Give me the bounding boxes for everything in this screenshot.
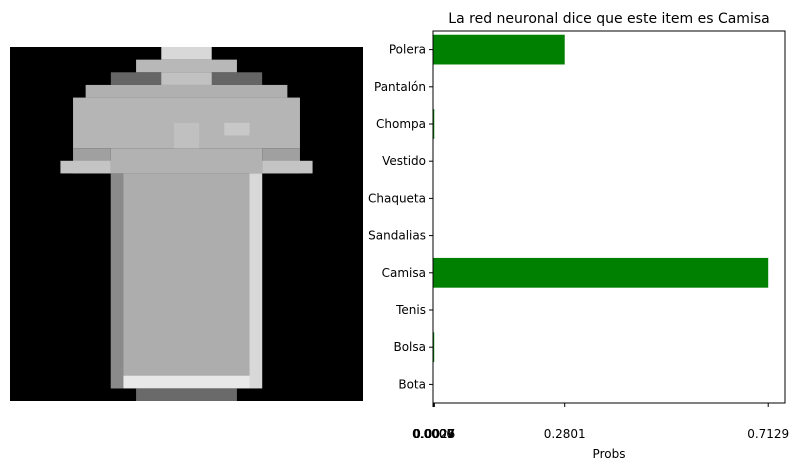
x-axis-label: Probs — [593, 447, 626, 461]
y-tick-label: Tenis — [395, 303, 426, 317]
y-tick-label: Chaqueta — [368, 191, 426, 205]
y-tick-label: Sandalias — [368, 229, 426, 243]
y-tick-label: Vestido — [382, 154, 426, 168]
y-tick-label: Polera — [389, 43, 426, 57]
y-tick-label: Camisa — [382, 266, 426, 280]
y-tick-label: Bota — [398, 377, 426, 391]
x-tick-label: 0.7129 — [747, 427, 789, 441]
x-tick-label: 0.0009 — [412, 427, 454, 441]
x-tick-label: 0.2801 — [544, 427, 586, 441]
x-tick-label: 0.0000 — [412, 427, 454, 441]
chart-title: La red neuronal dice que este item es Ca… — [448, 11, 769, 27]
plot-frame — [432, 30, 786, 404]
shirt-image — [10, 47, 363, 401]
bar-6 — [433, 257, 769, 288]
x-tick-label: 0.0026 — [413, 427, 455, 441]
bar-2 — [433, 109, 435, 139]
y-tick-label: Pantalón — [374, 80, 426, 94]
bar-0 — [433, 34, 565, 65]
y-tick-label: Bolsa — [393, 340, 426, 354]
y-tick-label: Chompa — [376, 117, 426, 131]
bar-8 — [433, 332, 435, 363]
y-axis: Polera Pantalón Chompa Vestido Chaqueta Sanda… — [368, 43, 433, 391]
x-tick-label: 0.0007 — [412, 427, 454, 441]
bars-layer — [433, 34, 769, 363]
x-tick-label: 0.0027 — [413, 427, 455, 441]
